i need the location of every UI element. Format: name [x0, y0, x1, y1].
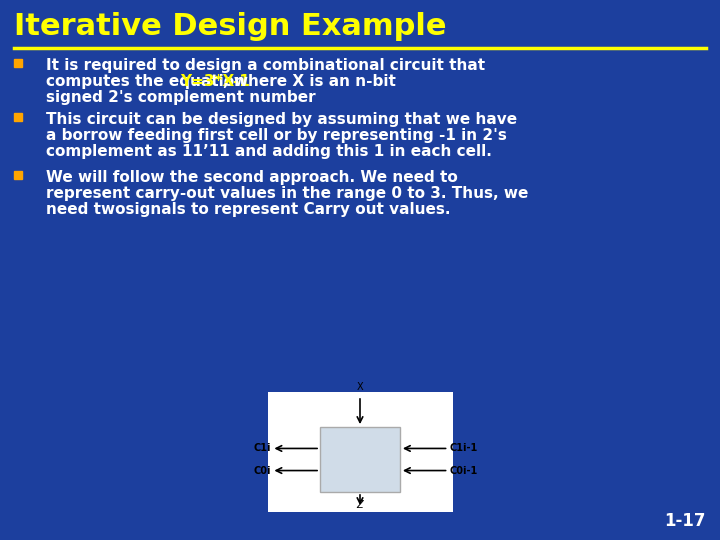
Text: C0i: C0i — [253, 465, 271, 476]
Bar — [268, 392, 452, 512]
Text: Z: Z — [356, 500, 364, 510]
Bar — [14, 113, 22, 121]
Text: signed 2's complement number: signed 2's complement number — [46, 90, 315, 105]
Text: This circuit can be designed by assuming that we have: This circuit can be designed by assuming… — [46, 112, 517, 127]
Text: Y=3*X-1: Y=3*X-1 — [180, 74, 250, 89]
Text: X: X — [356, 382, 364, 392]
Text: computes the equation: computes the equation — [46, 74, 251, 89]
Text: a borrow feeding first cell or by representing -1 in 2's: a borrow feeding first cell or by repres… — [46, 128, 507, 143]
Text: We will follow the second approach. We need to: We will follow the second approach. We n… — [46, 170, 458, 185]
Text: need twosignals to represent Carry out values.: need twosignals to represent Carry out v… — [46, 202, 451, 217]
Text: Iterative Design Example: Iterative Design Example — [14, 12, 446, 41]
Bar — [14, 59, 22, 67]
Text: C1i: C1i — [253, 443, 271, 454]
Text: , where X is an n-bit: , where X is an n-bit — [223, 74, 396, 89]
Text: C1i-1: C1i-1 — [449, 443, 478, 454]
Text: C0i-1: C0i-1 — [449, 465, 478, 476]
Text: complement as 11’11 and adding this 1 in each cell.: complement as 11’11 and adding this 1 in… — [46, 144, 492, 159]
Text: It is required to design a combinational circuit that: It is required to design a combinational… — [46, 58, 485, 73]
Bar — [320, 427, 400, 492]
Text: 1-17: 1-17 — [665, 512, 706, 530]
Bar — [14, 171, 22, 179]
Text: represent carry-out values in the range 0 to 3. Thus, we: represent carry-out values in the range … — [46, 186, 528, 201]
